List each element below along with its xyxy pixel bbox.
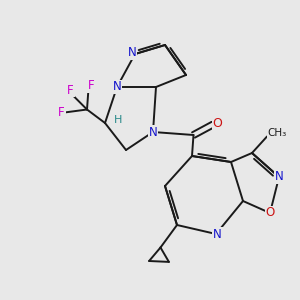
Text: N: N bbox=[148, 125, 158, 139]
Text: F: F bbox=[88, 79, 95, 92]
Text: N: N bbox=[274, 170, 284, 184]
Text: N: N bbox=[128, 46, 136, 59]
Text: O: O bbox=[266, 206, 274, 220]
Text: F: F bbox=[67, 83, 74, 97]
Text: H: H bbox=[114, 115, 123, 125]
Text: N: N bbox=[112, 80, 122, 94]
Text: F: F bbox=[58, 106, 65, 119]
Text: N: N bbox=[213, 227, 222, 241]
Text: O: O bbox=[213, 116, 222, 130]
Text: CH₃: CH₃ bbox=[268, 128, 287, 139]
